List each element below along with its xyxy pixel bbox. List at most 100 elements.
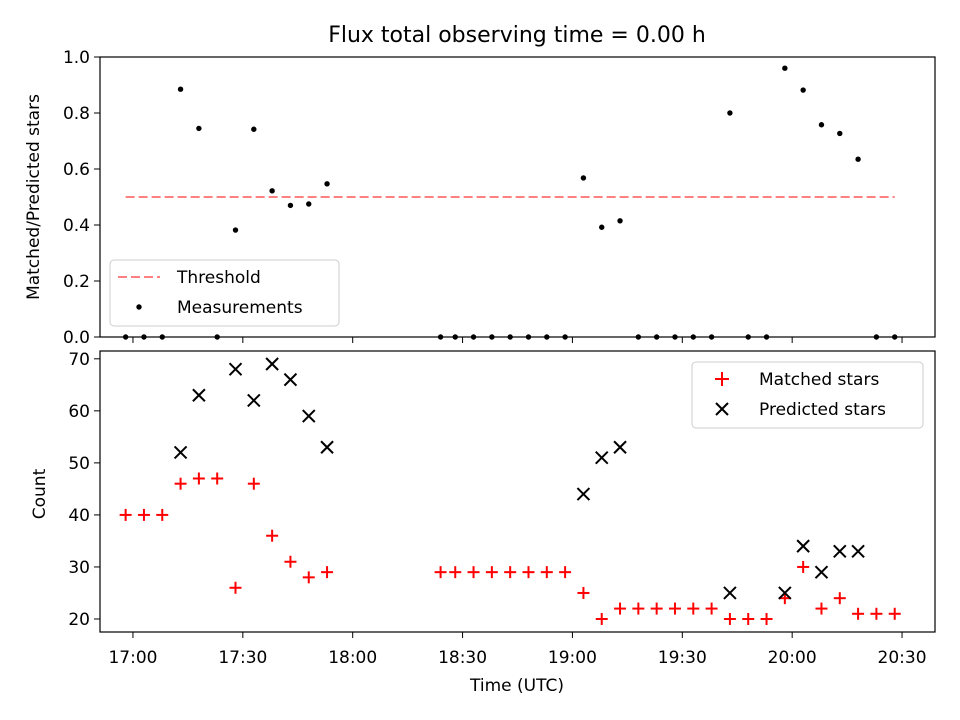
measurement-point <box>855 156 861 162</box>
predicted-star-point <box>265 357 279 371</box>
measurement-point <box>617 218 623 224</box>
predicted-star-point <box>595 450 609 465</box>
matched-star-point <box>192 472 205 485</box>
measurement-point <box>177 86 184 92</box>
matched-star-point <box>650 602 663 615</box>
x-tick-label: 20:30 <box>878 648 927 668</box>
matched-star-point <box>449 566 462 579</box>
count-y-tick-label: 70 <box>68 350 90 370</box>
measurement-point <box>727 110 733 116</box>
matched-star-point <box>485 566 498 579</box>
measurement-point <box>251 126 257 132</box>
matched-star-point <box>632 602 645 615</box>
matched-star-point <box>211 472 224 485</box>
matched-star-point <box>742 612 755 625</box>
measurement-point <box>782 65 788 71</box>
predicted-star-point <box>613 440 627 454</box>
measurement-point <box>324 181 330 187</box>
legend-measurements-label: Measurements <box>177 298 303 318</box>
matched-star-point <box>668 602 681 615</box>
predicted-star-point <box>192 388 206 402</box>
matched-star-point <box>522 566 535 579</box>
matched-star-point <box>229 581 242 594</box>
measurement-point <box>232 227 239 233</box>
ratio-panel: 0.0 0.2 0.4 0.6 0.8 1.0 Matched/Predicted sta… <box>24 48 936 348</box>
matched-star-point <box>467 566 480 579</box>
matched-star-point <box>321 566 334 579</box>
count-y-tick-label: 30 <box>68 558 90 578</box>
legend-measurements-swatch <box>136 304 142 310</box>
predicted-star-point <box>833 544 847 559</box>
matched-star-point <box>614 602 627 615</box>
matched-star-point <box>137 508 150 521</box>
legend-predicted-label: Predicted stars <box>759 400 886 420</box>
predicted-star-point <box>778 586 792 600</box>
matched-star-point <box>852 607 865 620</box>
matched-star-point <box>266 529 279 542</box>
chart-title: Flux total observing time = 0.00 h <box>328 23 706 48</box>
predicted-star-point <box>723 586 737 600</box>
count-y-tick-label: 60 <box>68 402 90 422</box>
matched-star-point <box>815 602 828 615</box>
x-tick-label: 20:00 <box>768 648 817 668</box>
ratio-legend-box <box>109 259 340 327</box>
legend-predicted-swatch <box>715 402 729 416</box>
x-tick-label: 17:30 <box>218 648 267 668</box>
x-tick-label: 19:30 <box>658 648 707 668</box>
count-y-tick-label: 40 <box>68 506 90 526</box>
matched-star-point <box>577 586 590 599</box>
matched-star-point <box>760 612 773 625</box>
matched-star-point <box>595 612 608 625</box>
predicted-star-point <box>228 362 243 376</box>
ratio-y-tick-label: 0.2 <box>63 272 90 292</box>
ratio-legend: Threshold Measurements <box>109 259 340 327</box>
matched-star-point <box>284 555 297 568</box>
count-y-tick-label: 20 <box>68 610 90 630</box>
predicted-star-point <box>247 393 261 408</box>
legend-matched-label: Matched stars <box>759 370 879 390</box>
legend-matched-swatch <box>715 372 729 386</box>
matched-star-point <box>156 508 169 521</box>
measurement-point <box>287 202 294 209</box>
matched-star-point <box>559 566 572 579</box>
matched-star-point <box>302 571 315 584</box>
measurement-point <box>800 87 806 93</box>
measurement-point <box>196 125 202 132</box>
matched-star-point <box>247 477 260 490</box>
ratio-y-tick-label: 0.6 <box>63 160 90 180</box>
measurement-point <box>818 122 825 128</box>
matched-star-point <box>504 566 517 579</box>
count-panel: 20 30 40 50 60 70 17:00 17:30 18:00 18:30 19:00 19:… <box>30 350 936 696</box>
predicted-star-point <box>320 440 334 454</box>
matched-star-point <box>174 477 187 490</box>
x-tick-label: 17:00 <box>108 648 157 668</box>
measurement-point <box>580 175 587 181</box>
count-y-axis-label: Count <box>30 468 50 519</box>
predicted-star-point <box>173 445 188 460</box>
count-legend: Matched stars Predicted stars <box>691 361 924 429</box>
measurement-point <box>837 130 843 137</box>
matched-star-point <box>870 607 883 620</box>
x-tick-label: 18:00 <box>328 648 377 668</box>
ratio-panel-frame <box>99 56 936 338</box>
matched-star-point <box>540 566 553 579</box>
predicted-star-point <box>796 539 810 553</box>
count-panel-frame <box>99 350 936 633</box>
ratio-y-tick-label: 0.0 <box>63 328 90 348</box>
matched-star-point <box>705 602 718 615</box>
matched-star-point <box>434 566 447 579</box>
x-tick-label: 18:30 <box>438 648 487 668</box>
x-tick-label: 19:00 <box>548 648 597 668</box>
matched-star-point <box>833 592 846 605</box>
matched-star-point <box>723 612 736 625</box>
ratio-y-axis-label: Matched/Predicted stars <box>24 94 44 300</box>
predicted-star-point <box>814 565 829 579</box>
measurement-point <box>599 224 605 230</box>
matched-star-point <box>119 508 132 521</box>
legend-threshold-label: Threshold <box>176 268 261 288</box>
count-y-tick-label: 50 <box>68 454 90 474</box>
predicted-star-point <box>576 487 591 501</box>
x-axis-label: Time (UTC) <box>469 676 564 696</box>
ratio-y-tick-label: 1.0 <box>63 48 90 68</box>
